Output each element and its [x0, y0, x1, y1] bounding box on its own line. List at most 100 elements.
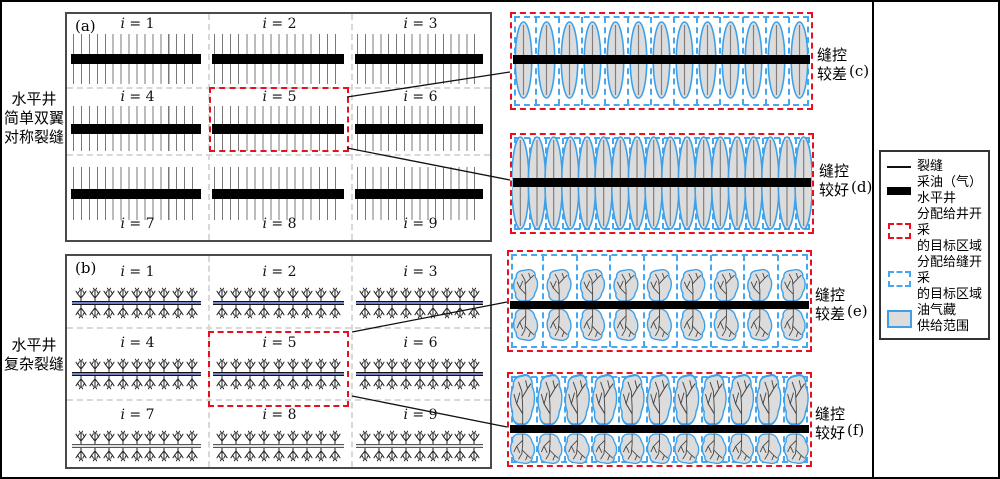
tree-down-icon — [75, 448, 87, 462]
tree-down-icon — [186, 448, 198, 462]
tree-down-icon — [131, 376, 143, 390]
tree-up-icon — [386, 358, 398, 372]
complex-fracture-row — [216, 287, 341, 301]
tree-up-icon — [186, 358, 198, 372]
tree-up-icon — [427, 430, 439, 444]
tree-down-icon — [287, 448, 299, 462]
tree-up-icon — [131, 287, 143, 301]
tree-up-icon — [273, 430, 285, 444]
horizontal-well-bar — [510, 425, 809, 433]
horizontal-well-bar — [71, 123, 201, 134]
supply-area-blob-up — [755, 374, 782, 426]
fracture-lines — [355, 106, 483, 151]
tree-up-icon — [400, 358, 412, 372]
tree-down-icon — [301, 448, 313, 462]
tree-down-icon — [373, 376, 385, 390]
supply-area-blob-down — [537, 433, 563, 464]
tree-down-icon — [186, 305, 198, 319]
tree-up-icon — [103, 287, 115, 301]
horizontal-well-line — [356, 444, 483, 448]
tree-up-icon — [186, 430, 198, 444]
horizontal-well-line — [72, 372, 201, 376]
complex-fracture-row — [359, 430, 480, 444]
tree-up-icon — [117, 358, 129, 372]
tree-up-icon — [315, 287, 327, 301]
well-target-region-icon — [887, 223, 911, 239]
tree-down-icon — [359, 305, 371, 319]
complex-fracture-row — [359, 376, 480, 390]
tree-up-icon — [441, 430, 453, 444]
tree-down-icon — [117, 305, 129, 319]
tree-down-icon — [427, 448, 439, 462]
tree-down-icon — [386, 448, 398, 462]
tree-up-icon — [373, 430, 385, 444]
tree-down-icon — [158, 448, 170, 462]
tree-down-icon — [441, 448, 453, 462]
fracture-lines — [212, 167, 344, 220]
caption-text-f: 缝控 较好 — [815, 405, 846, 442]
detail-caption-d: 缝控 较好 (d) — [819, 162, 872, 200]
tree-up-icon — [373, 358, 385, 372]
well-bar-swatch-icon — [885, 187, 913, 195]
tree-down-icon — [427, 305, 439, 319]
tree-down-icon — [230, 305, 242, 319]
tree-up-icon — [172, 358, 184, 372]
horizontal-well-line — [213, 372, 344, 376]
complex-fracture-row — [216, 305, 341, 319]
grid-cell: i = 7 — [67, 154, 208, 240]
grid-cell: i = 2 — [208, 256, 351, 327]
panel-a-simple-fracture-grid: (a) i = 1 i = 2 i = 3 i = 4 i = 5 i = 6 i = 7 i… — [65, 12, 492, 242]
well-index-label: i = 8 — [262, 407, 297, 423]
tree-down-icon — [400, 305, 412, 319]
legend-label: 分配给井开采 的目标区域 — [917, 207, 983, 254]
caption-letter-c: (c) — [849, 62, 870, 80]
supply-area-blob-up — [728, 374, 755, 426]
tree-down-icon — [441, 376, 453, 390]
tree-up-icon — [172, 287, 184, 301]
tree-up-icon — [186, 287, 198, 301]
well-target-region-box — [209, 87, 349, 152]
tree-down-icon — [103, 305, 115, 319]
caption-letter-f: (f) — [847, 421, 865, 439]
tree-up-icon — [230, 430, 242, 444]
grid-cell: i = 9 — [351, 154, 490, 240]
well-index-label: i = 7 — [120, 216, 155, 232]
tree-up-icon — [329, 430, 341, 444]
supply-area-blob-down — [646, 433, 672, 464]
fracture-target-divider — [755, 377, 758, 462]
well-index-label: i = 9 — [403, 216, 438, 232]
detail-caption-e: 缝控 较差 (e) — [815, 286, 868, 324]
supply-area-blob-down — [783, 433, 809, 464]
fracture-lines — [355, 34, 483, 84]
legend-label: 分配给缝开采 的目标区域 — [917, 255, 983, 302]
tree-up-icon — [468, 358, 480, 372]
fracture-line-swatch-icon — [885, 166, 913, 168]
tree-up-icon — [158, 430, 170, 444]
well-index-label: i = 5 — [262, 335, 297, 351]
fracture-lines — [71, 34, 201, 84]
panel-b-letter: (b) — [75, 259, 97, 277]
tree-down-icon — [216, 448, 228, 462]
complex-fracture-row — [359, 358, 480, 372]
legend-item: 油气藏 供给范围 — [885, 303, 984, 335]
tree-up-icon — [75, 430, 87, 444]
supply-area-blob-down — [509, 433, 536, 464]
tree-up-icon — [427, 287, 439, 301]
tree-down-icon — [315, 448, 327, 462]
grid-divider — [351, 256, 353, 467]
supply-area-blob-up — [591, 374, 618, 426]
tree-up-icon — [454, 430, 466, 444]
tree-up-icon — [89, 358, 101, 372]
supply-area-blob-up — [680, 269, 706, 302]
supply-area-blob-up — [713, 269, 739, 302]
tree-down-icon — [172, 376, 184, 390]
tree-up-icon — [103, 358, 115, 372]
well-index-label: i = 9 — [403, 407, 438, 423]
grid-divider — [67, 327, 490, 329]
supply-area-blob-up — [509, 374, 536, 426]
tree-up-icon — [468, 430, 480, 444]
tree-down-icon — [75, 376, 87, 390]
legend-item: 分配给井开采 的目标区域 — [885, 207, 984, 255]
fracture-lines — [212, 106, 344, 151]
grid-cell: i = 6 — [351, 327, 490, 399]
